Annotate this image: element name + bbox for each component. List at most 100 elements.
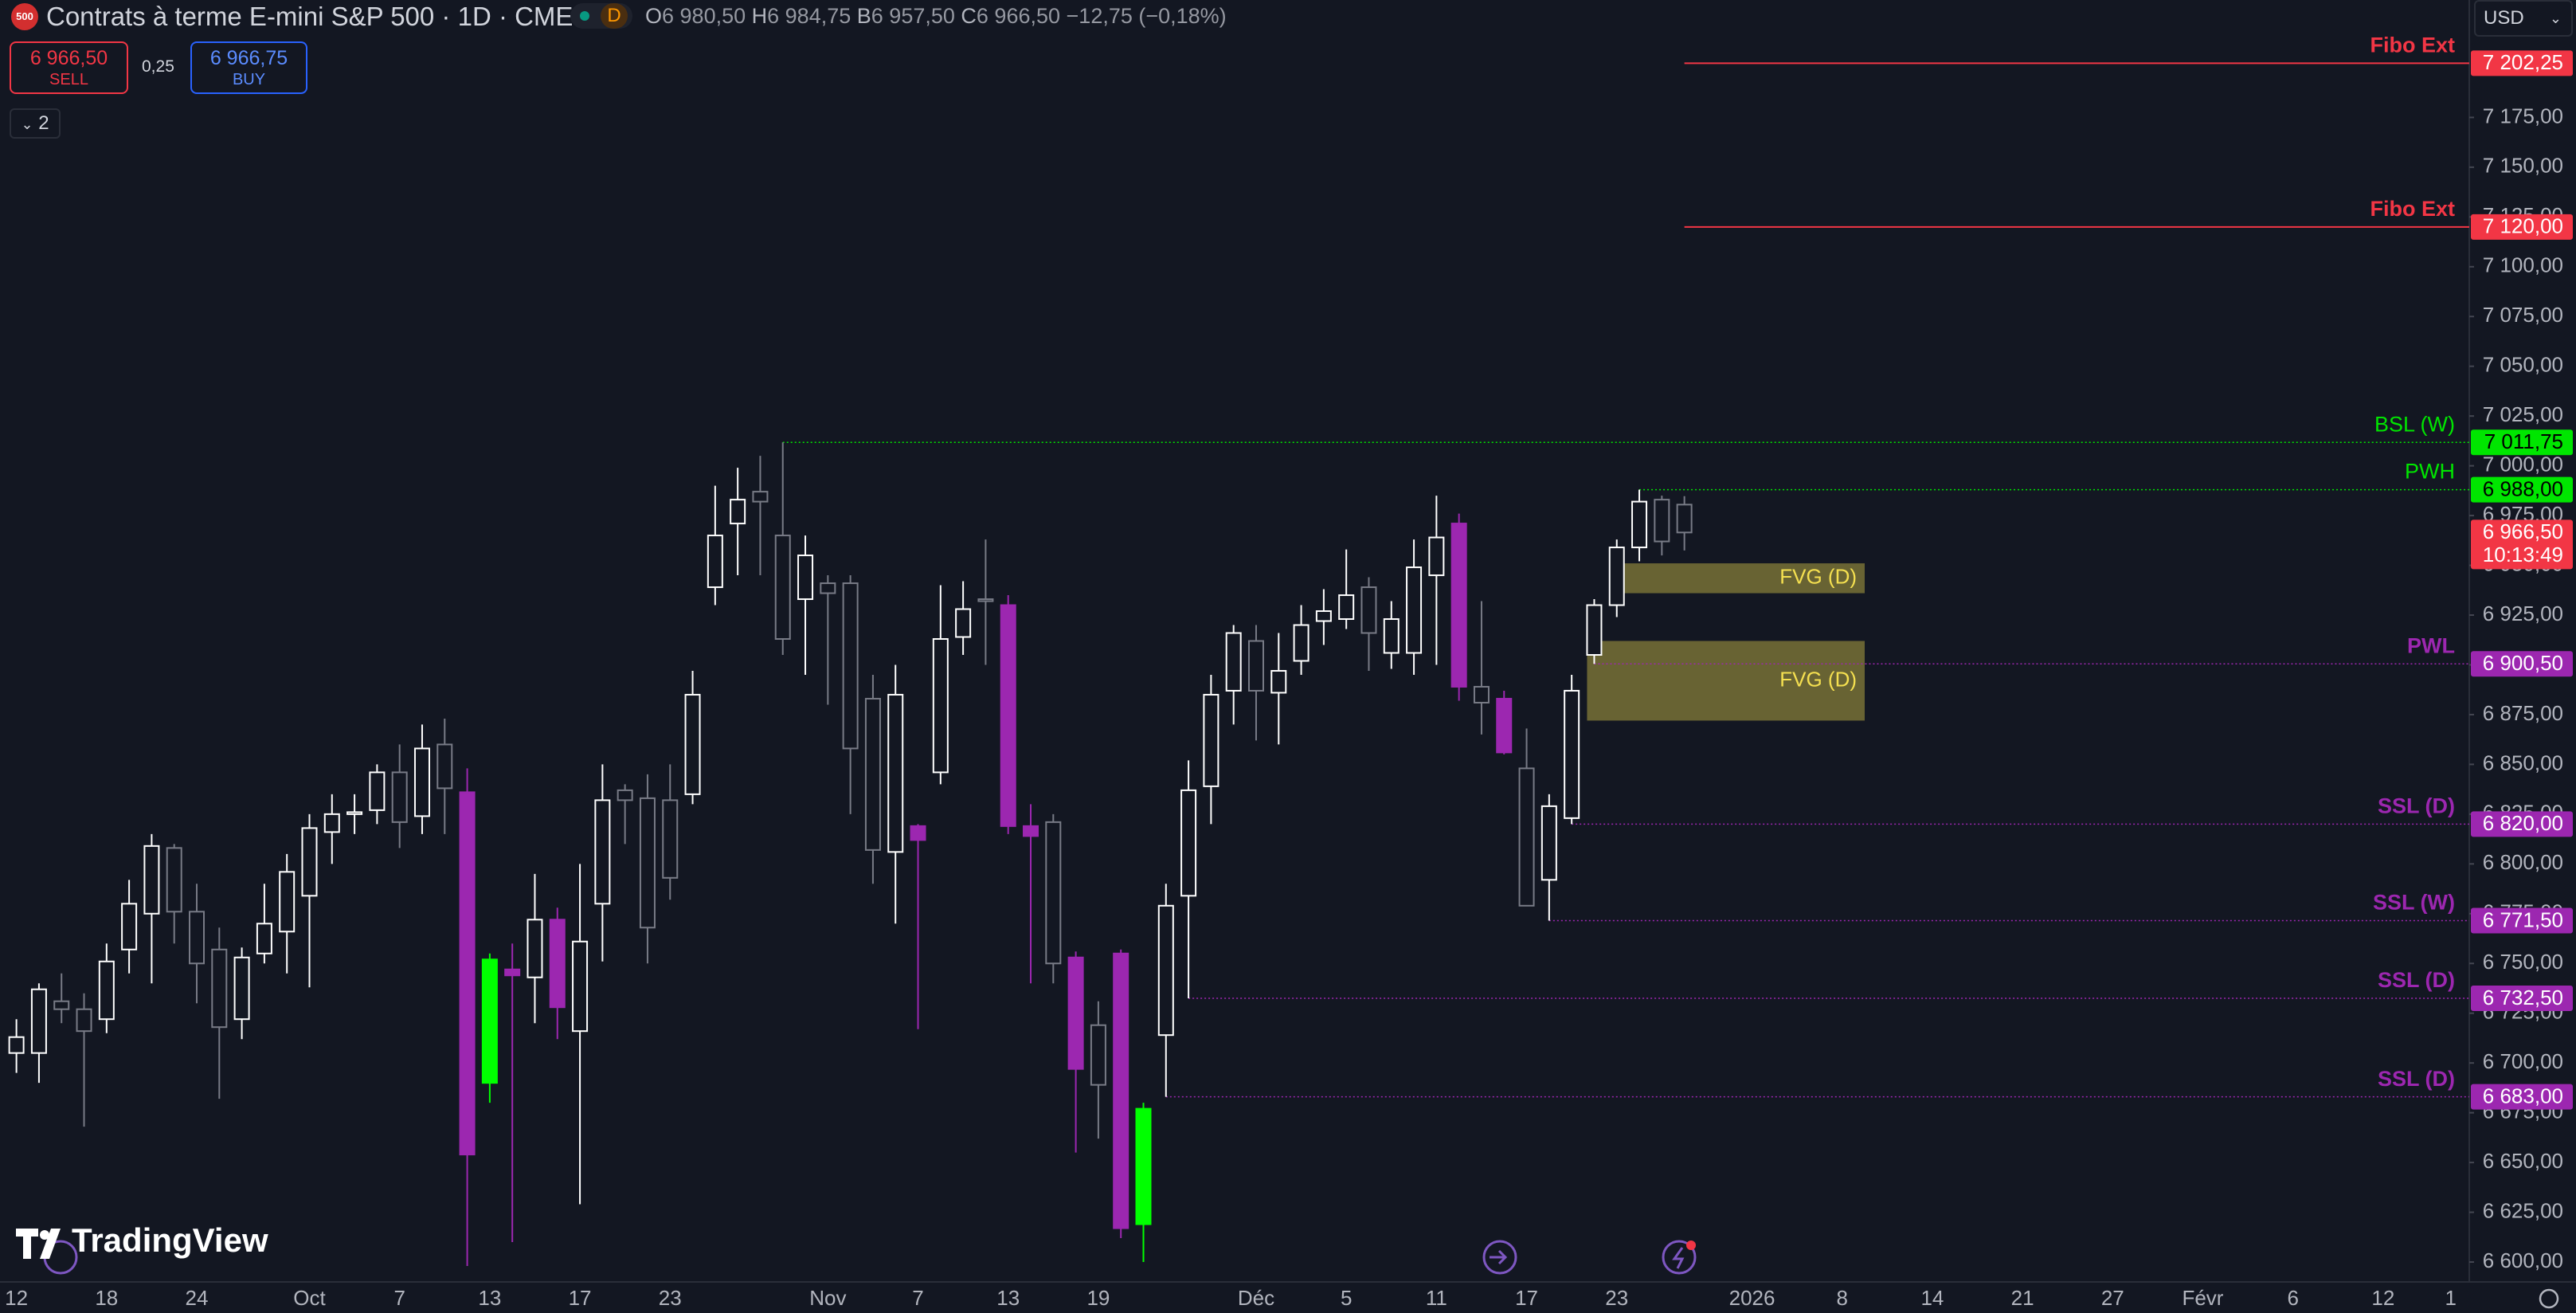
candle-body xyxy=(887,693,904,853)
level-price-tag xyxy=(2471,50,2573,76)
y-tick-label: 6 625,00 xyxy=(2483,1198,2563,1222)
candle-body xyxy=(1586,604,1603,656)
level-price-label: 7 011,75 xyxy=(2484,429,2563,453)
level-label: SSL (D) xyxy=(2378,794,2455,817)
fvg-label: FVG (D) xyxy=(1779,565,1857,589)
x-tick-label: 13 xyxy=(996,1286,1020,1310)
candle-body xyxy=(1338,594,1355,621)
sell-price: 6 966,50 xyxy=(29,47,108,69)
settings-icon[interactable] xyxy=(2539,1288,2559,1309)
candle-body xyxy=(1654,499,1670,543)
y-tick-label: 6 650,00 xyxy=(2483,1149,2563,1173)
sell-button[interactable]: 6 966,50 SELL xyxy=(10,41,128,94)
candle-body xyxy=(1067,956,1084,1070)
x-tick-label: 7 xyxy=(393,1286,405,1310)
candle-body xyxy=(1203,693,1219,787)
level-price-label: 6 820,00 xyxy=(2483,811,2563,835)
candle-body xyxy=(1496,697,1513,754)
level-price-tag xyxy=(2471,214,2573,240)
x-tick-label: 21 xyxy=(2011,1286,2034,1310)
candle-body xyxy=(1450,523,1467,688)
candle-body xyxy=(1406,566,1423,654)
ohlc-legend: O6 980,50 H6 984,75 B6 957,50 C6 966,50 … xyxy=(645,3,1227,29)
candle-body xyxy=(1270,669,1287,694)
level-price-tag xyxy=(2471,476,2573,503)
symbol-title[interactable]: Contrats à terme E-mini S&P 500 · 1D · C… xyxy=(46,2,574,31)
status-pill: D xyxy=(570,3,632,29)
indicator-count: 2 xyxy=(38,112,49,134)
candle-body xyxy=(910,825,926,841)
candle-body xyxy=(774,535,791,641)
ohlc-key: H xyxy=(751,4,768,28)
candle-body xyxy=(977,598,994,602)
candle-body xyxy=(391,771,408,823)
logo-mark xyxy=(40,1229,61,1259)
y-tick-label: 7 025,00 xyxy=(2483,402,2563,426)
y-tick-label: 6 600,00 xyxy=(2483,1248,2563,1272)
candle-body xyxy=(53,1000,70,1010)
candle-body xyxy=(1564,689,1580,819)
candle-body xyxy=(1473,685,1490,704)
level-price-tag xyxy=(2471,811,2573,837)
level-label: SSL (D) xyxy=(2378,968,2455,992)
ohlc-key: C xyxy=(961,4,977,28)
y-tick-label: 7 175,00 xyxy=(2483,104,2563,127)
x-tick-label: 18 xyxy=(95,1286,118,1310)
candle-body xyxy=(572,940,589,1033)
candle-body xyxy=(1000,604,1016,827)
x-tick-label: 24 xyxy=(186,1286,209,1310)
candle-body xyxy=(143,845,160,915)
x-tick-label: 14 xyxy=(1920,1286,1944,1310)
candle-body xyxy=(1676,504,1693,534)
candle-body xyxy=(211,948,228,1029)
candle-body xyxy=(1608,547,1625,606)
y-tick-label: 6 925,00 xyxy=(2483,602,2563,625)
event-icon[interactable] xyxy=(1482,1240,1517,1275)
level-label: SSL (D) xyxy=(2378,1067,2455,1091)
brand-logo: TradingView xyxy=(16,1221,268,1259)
logo-mark xyxy=(16,1229,38,1259)
ohlc-value: 6 957,50 xyxy=(871,4,955,28)
level-price-tag xyxy=(2471,907,2573,934)
fvg-zone xyxy=(1587,641,1865,721)
last-price-label: 6 966,50 xyxy=(2483,519,2563,543)
level-price-label: 6 900,50 xyxy=(2483,651,2563,675)
x-tick-label: 11 xyxy=(1426,1286,1447,1310)
candle-body xyxy=(820,582,836,594)
fvg-label: FVG (D) xyxy=(1779,667,1857,691)
chevron: ⌄ xyxy=(21,116,33,132)
ohlc-key: O xyxy=(645,4,663,28)
last-price-tag xyxy=(2471,519,2573,570)
y-tick-label: 6 850,00 xyxy=(2483,751,2563,774)
candle-body xyxy=(1518,767,1535,907)
x-tick-label: 17 xyxy=(569,1286,592,1310)
candle-body xyxy=(1180,789,1197,897)
level-price-label: 6 732,50 xyxy=(2483,986,2563,1009)
indicator-toggle[interactable]: ⌄ 2 xyxy=(10,108,61,139)
candle-body xyxy=(1225,632,1242,692)
candle-body xyxy=(1541,805,1557,881)
candle-body xyxy=(730,499,746,525)
buy-button[interactable]: 6 966,75 BUY xyxy=(190,41,307,94)
candle-body xyxy=(166,847,182,913)
candle-body xyxy=(1293,624,1310,662)
x-tick-label: 27 xyxy=(2101,1286,2124,1310)
y-tick-label: 6 700,00 xyxy=(2483,1049,2563,1073)
candle-body xyxy=(684,693,701,795)
y-tick-label: 7 000,00 xyxy=(2483,453,2563,476)
level-label: PWH xyxy=(2405,460,2455,484)
level-price-label: 7 120,00 xyxy=(2483,214,2563,238)
candle-body xyxy=(864,697,881,851)
candle-body xyxy=(639,797,656,929)
candle-body xyxy=(346,811,363,815)
ohlc-value: 6 966,50 xyxy=(976,4,1061,28)
level-price-tag xyxy=(2471,985,2573,1011)
level-label: Fibo Ext xyxy=(2370,197,2456,221)
currency-select[interactable]: USD ⌄ xyxy=(2474,0,2573,37)
fvg-zone xyxy=(1609,563,1865,594)
sell-label: SELL xyxy=(49,71,88,88)
buy-price: 6 966,75 xyxy=(209,47,288,69)
candle-body xyxy=(617,789,633,802)
event-icon[interactable] xyxy=(1662,1240,1697,1275)
